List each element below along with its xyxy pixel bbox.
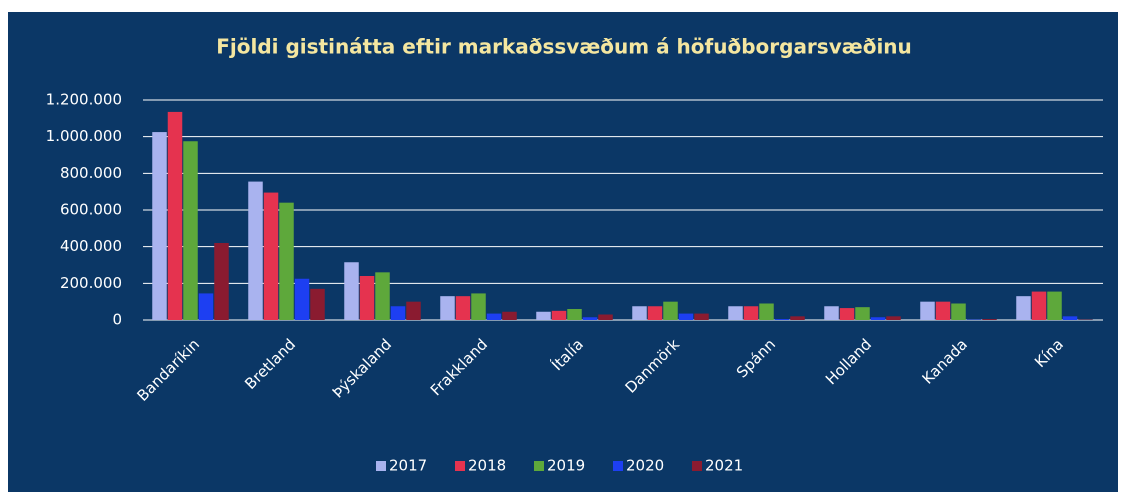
bar: [471, 293, 486, 320]
bar: [375, 272, 390, 320]
bar: [263, 192, 279, 320]
bar: [567, 309, 582, 320]
bar: [406, 301, 421, 320]
legend-label: 2020: [626, 457, 664, 475]
bar: [152, 132, 167, 320]
bar: [774, 319, 790, 320]
legend-swatch: [613, 461, 623, 471]
bar: [486, 313, 502, 320]
bar: [728, 306, 743, 320]
y-tick-label: 400.000: [60, 237, 122, 255]
bar: [198, 293, 214, 320]
bar: [935, 301, 951, 320]
bar: [663, 301, 678, 320]
bar: [886, 316, 901, 320]
y-tick-label: 0: [112, 311, 122, 329]
y-tick-label: 800.000: [60, 164, 122, 182]
y-tick-label: 1.200.000: [46, 91, 122, 109]
bar: [951, 303, 966, 320]
bar: [743, 306, 759, 320]
bar: [582, 317, 598, 320]
bar: [214, 243, 229, 320]
bar: [310, 288, 325, 320]
legend-label: 2021: [705, 457, 743, 475]
bar: [1016, 296, 1031, 320]
bar: [759, 303, 774, 320]
bar: [344, 262, 359, 320]
bar: [824, 306, 839, 320]
y-tick-label: 1.000.000: [46, 127, 122, 145]
bar: [920, 301, 935, 320]
y-tick-label: 600.000: [60, 201, 122, 219]
bar: [536, 311, 551, 320]
bar: [647, 306, 663, 320]
legend-label: 2019: [547, 457, 585, 475]
bar: [855, 307, 870, 320]
bar: [279, 202, 294, 320]
y-tick-label: 200.000: [60, 274, 122, 292]
bar: [551, 310, 567, 320]
bar: [248, 181, 263, 320]
bar: [455, 296, 471, 320]
bar: [390, 306, 406, 320]
bar: [694, 313, 709, 320]
bar: [1047, 291, 1062, 320]
bar: [502, 311, 517, 320]
bar: [1031, 291, 1047, 320]
chart-title: Fjöldi gistinátta eftir markaðssvæðum á …: [216, 35, 912, 59]
bar: [167, 111, 183, 321]
legend-swatch: [376, 461, 386, 471]
bar: [359, 276, 375, 320]
legend-swatch: [534, 461, 544, 471]
bar: [440, 296, 455, 320]
bar: [1062, 316, 1078, 320]
bar: [982, 319, 997, 320]
bar: [632, 306, 647, 320]
bar: [183, 141, 198, 320]
bar: [294, 278, 310, 320]
legend-swatch: [692, 461, 702, 471]
bar: [870, 317, 886, 320]
bar: [839, 308, 855, 320]
bar: [598, 314, 613, 320]
legend-swatch: [455, 461, 465, 471]
bar: [790, 316, 805, 320]
legend-label: 2017: [389, 457, 427, 475]
legend-label: 2018: [468, 457, 506, 475]
bar: [678, 313, 694, 320]
